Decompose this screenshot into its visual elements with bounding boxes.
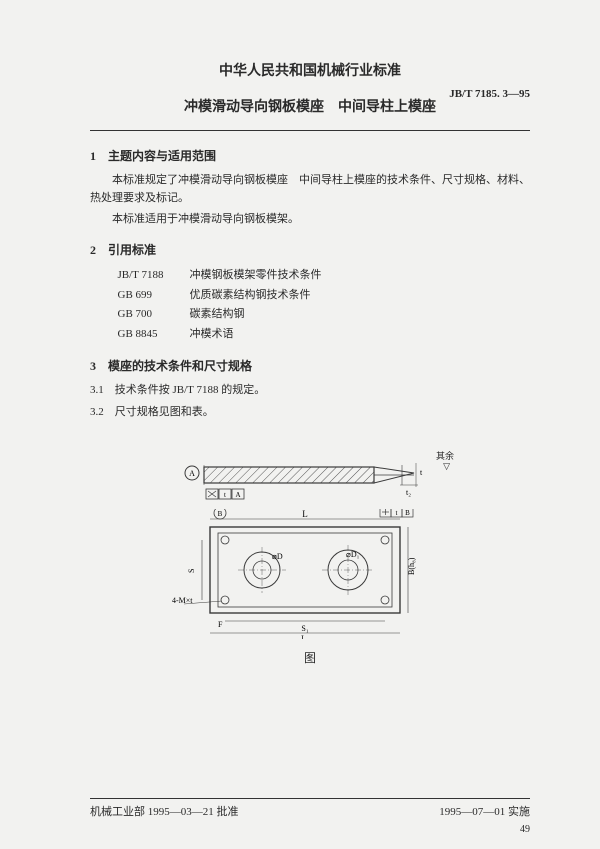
dim-D1: ⌀D₁ [346,550,360,559]
section1-heading: 1 主题内容与适用范围 [90,147,530,164]
figure-section-view: 其余 ▽ A t t₂ [170,455,450,503]
section3-heading: 3 模座的技术条件和尺寸规格 [90,357,530,374]
section2-heading: 2 引用标准 [90,241,530,258]
svg-text:t: t [224,491,226,499]
refs-list: JB/T 7188冲模钢板模架零件技术条件 GB 699优质碳素结构钢技术条件 … [118,266,531,345]
dim-t: t [420,468,423,477]
tol-datum-b: B [405,509,410,517]
rule-bottom [90,798,530,799]
footer-right: 1995—07—01 实施 [439,803,530,819]
dim-S: S [187,569,196,573]
ref-row: GB 700碳素结构钢 [118,305,531,325]
dim-S1: S₁ [301,624,308,633]
ref-row: GB 699优质碳素结构钢技术条件 [118,286,531,306]
dim-L: L [302,509,308,519]
figure-plan-view: L ⌀D ⌀D₁ B(h₈) S 4-M×t S₁ L₁ F [170,509,450,639]
section1-p2: 本标准适用于冲模滑动导向钢板模架。 [90,211,530,229]
svg-text:B: B [218,510,223,518]
standard-code: JB/T 7185. 3—95 [449,88,530,100]
section3-s1: 3.1 技术条件按 JB/T 7188 的规定。 [90,382,530,400]
dim-L1: L₁ [301,634,309,639]
section3-s2: 3.2 尺寸规格见图和表。 [90,404,530,422]
footer-left: 机械工业部 1995—03—21 批准 [90,803,239,819]
dim-t2: t₂ [406,488,411,497]
header-main-title: 中华人民共和国机械行业标准 [90,60,530,80]
footer: 机械工业部 1995—03—21 批准 1995—07—01 实施 [90,798,530,819]
tol-datum-a: A [235,491,240,499]
svg-text:t: t [396,509,398,517]
dim-D: ⌀D [272,552,283,561]
dim-F: F [218,620,223,629]
ref-row: GB 8845冲模术语 [118,325,531,345]
page-number: 49 [520,824,530,835]
ref-row: JB/T 7188冲模钢板模架零件技术条件 [118,266,531,286]
dim-B: B(h₈) [407,557,416,575]
figure-area: 其余 ▽ A t t₂ [170,455,450,666]
circle-a-label: A [189,469,195,478]
figure-caption: 图 [170,649,450,666]
rule-top [90,130,530,131]
section1-p1: 本标准规定了冲模滑动导向钢板模座 中间导柱上模座的技术条件、尺寸规格、材料、热处… [90,172,530,207]
dim-M: 4-M×t [172,596,193,605]
